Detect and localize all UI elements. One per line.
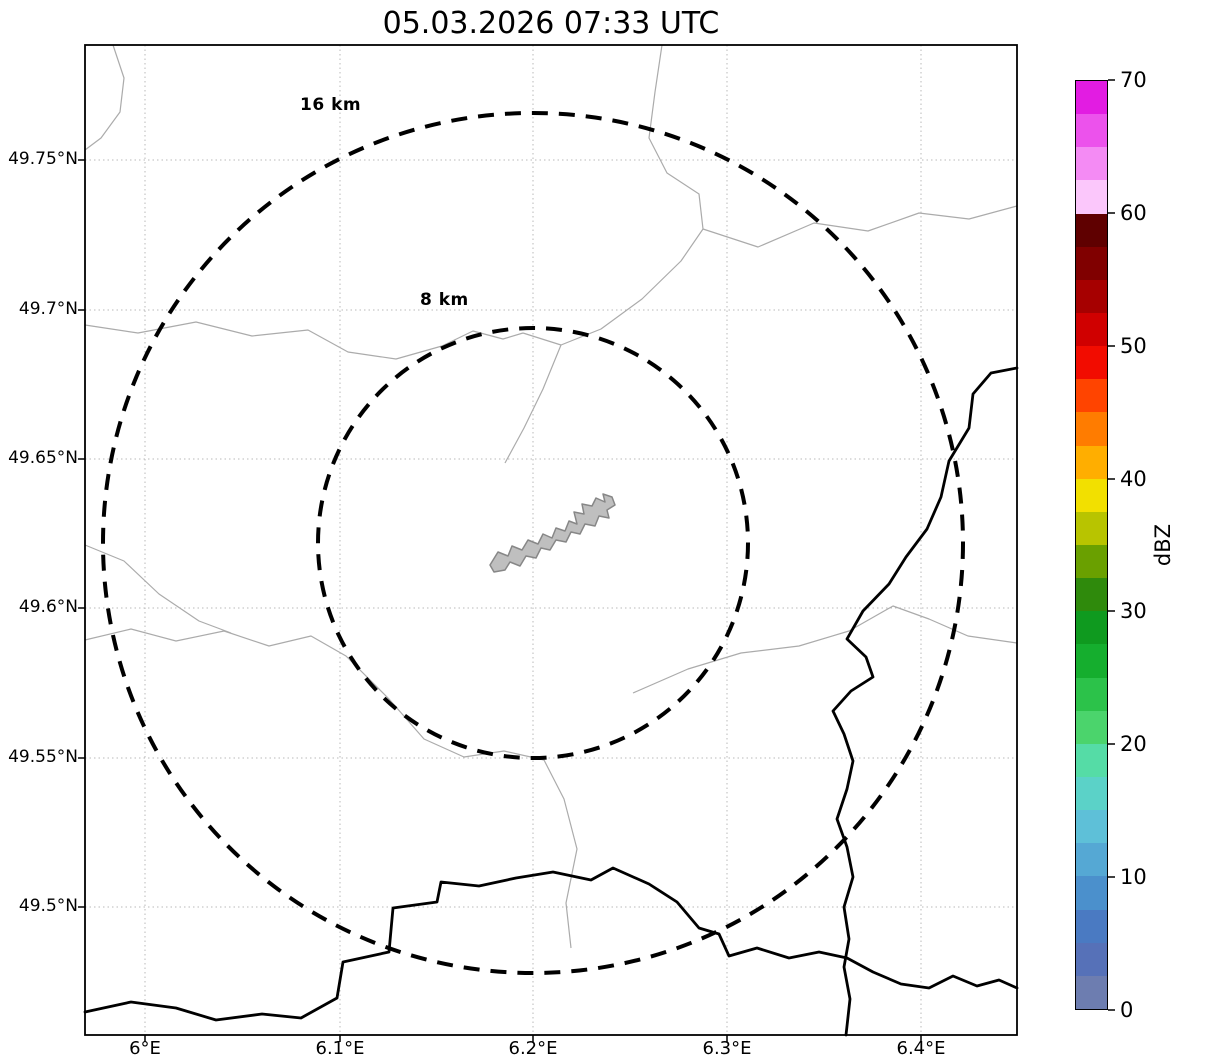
colorbar-tick-50: 50: [1120, 334, 1147, 358]
ring-16km: [101, 111, 965, 975]
colorbar-tick-marks: [1108, 79, 1115, 1011]
colorbar-tick-40: 40: [1120, 467, 1147, 491]
y-tick-label-0: 49.75°N: [8, 149, 78, 169]
y-tick-label-1: 49.7°N: [18, 299, 78, 319]
colorbar-tick-20: 20: [1120, 732, 1147, 756]
colorbar-unit-label: dBZ: [1151, 523, 1175, 567]
river-line: [831, 366, 1019, 1037]
map-frame: [84, 44, 1018, 1036]
colorbar-tick-60: 60: [1120, 201, 1147, 225]
range-rings: [101, 111, 965, 975]
x-tick-label-4: 6.4°E: [896, 1038, 946, 1059]
x-tick-label-3: 6.3°E: [702, 1038, 752, 1059]
y-tick-label-2: 49.65°N: [8, 448, 78, 468]
colorbar-tick-0: 0: [1120, 998, 1134, 1022]
grid-lines: [85, 45, 1017, 1035]
country-border-lines: [83, 366, 1019, 1037]
colorbar-gradient: [1076, 81, 1107, 1009]
admin-border-lines: [84, 44, 1018, 949]
x-tick-label-1: 6.1°E: [315, 1038, 365, 1059]
colorbar-tick-30: 30: [1120, 599, 1147, 623]
x-tick-label-2: 6.2°E: [508, 1038, 558, 1059]
ring-label-16km: 16 km: [300, 95, 362, 115]
ring-8km: [316, 326, 750, 760]
x-tick-label-0: 6°E: [129, 1038, 161, 1059]
y-tick-label-5: 49.5°N: [18, 896, 78, 916]
colorbar-tick-10: 10: [1120, 865, 1147, 889]
plot-title: 05.03.2026 07:33 UTC: [382, 6, 720, 41]
colorbar: [1075, 80, 1108, 1010]
southern-border-line: [83, 866, 1019, 1022]
colorbar-tick-70: 70: [1120, 68, 1147, 92]
ring-label-8km: 8 km: [420, 290, 469, 310]
axis-tick-marks: [78, 159, 922, 1042]
y-tick-label-3: 49.6°N: [18, 597, 78, 617]
city-area-polygon: [489, 493, 616, 573]
y-tick-label-4: 49.55°N: [8, 747, 78, 767]
